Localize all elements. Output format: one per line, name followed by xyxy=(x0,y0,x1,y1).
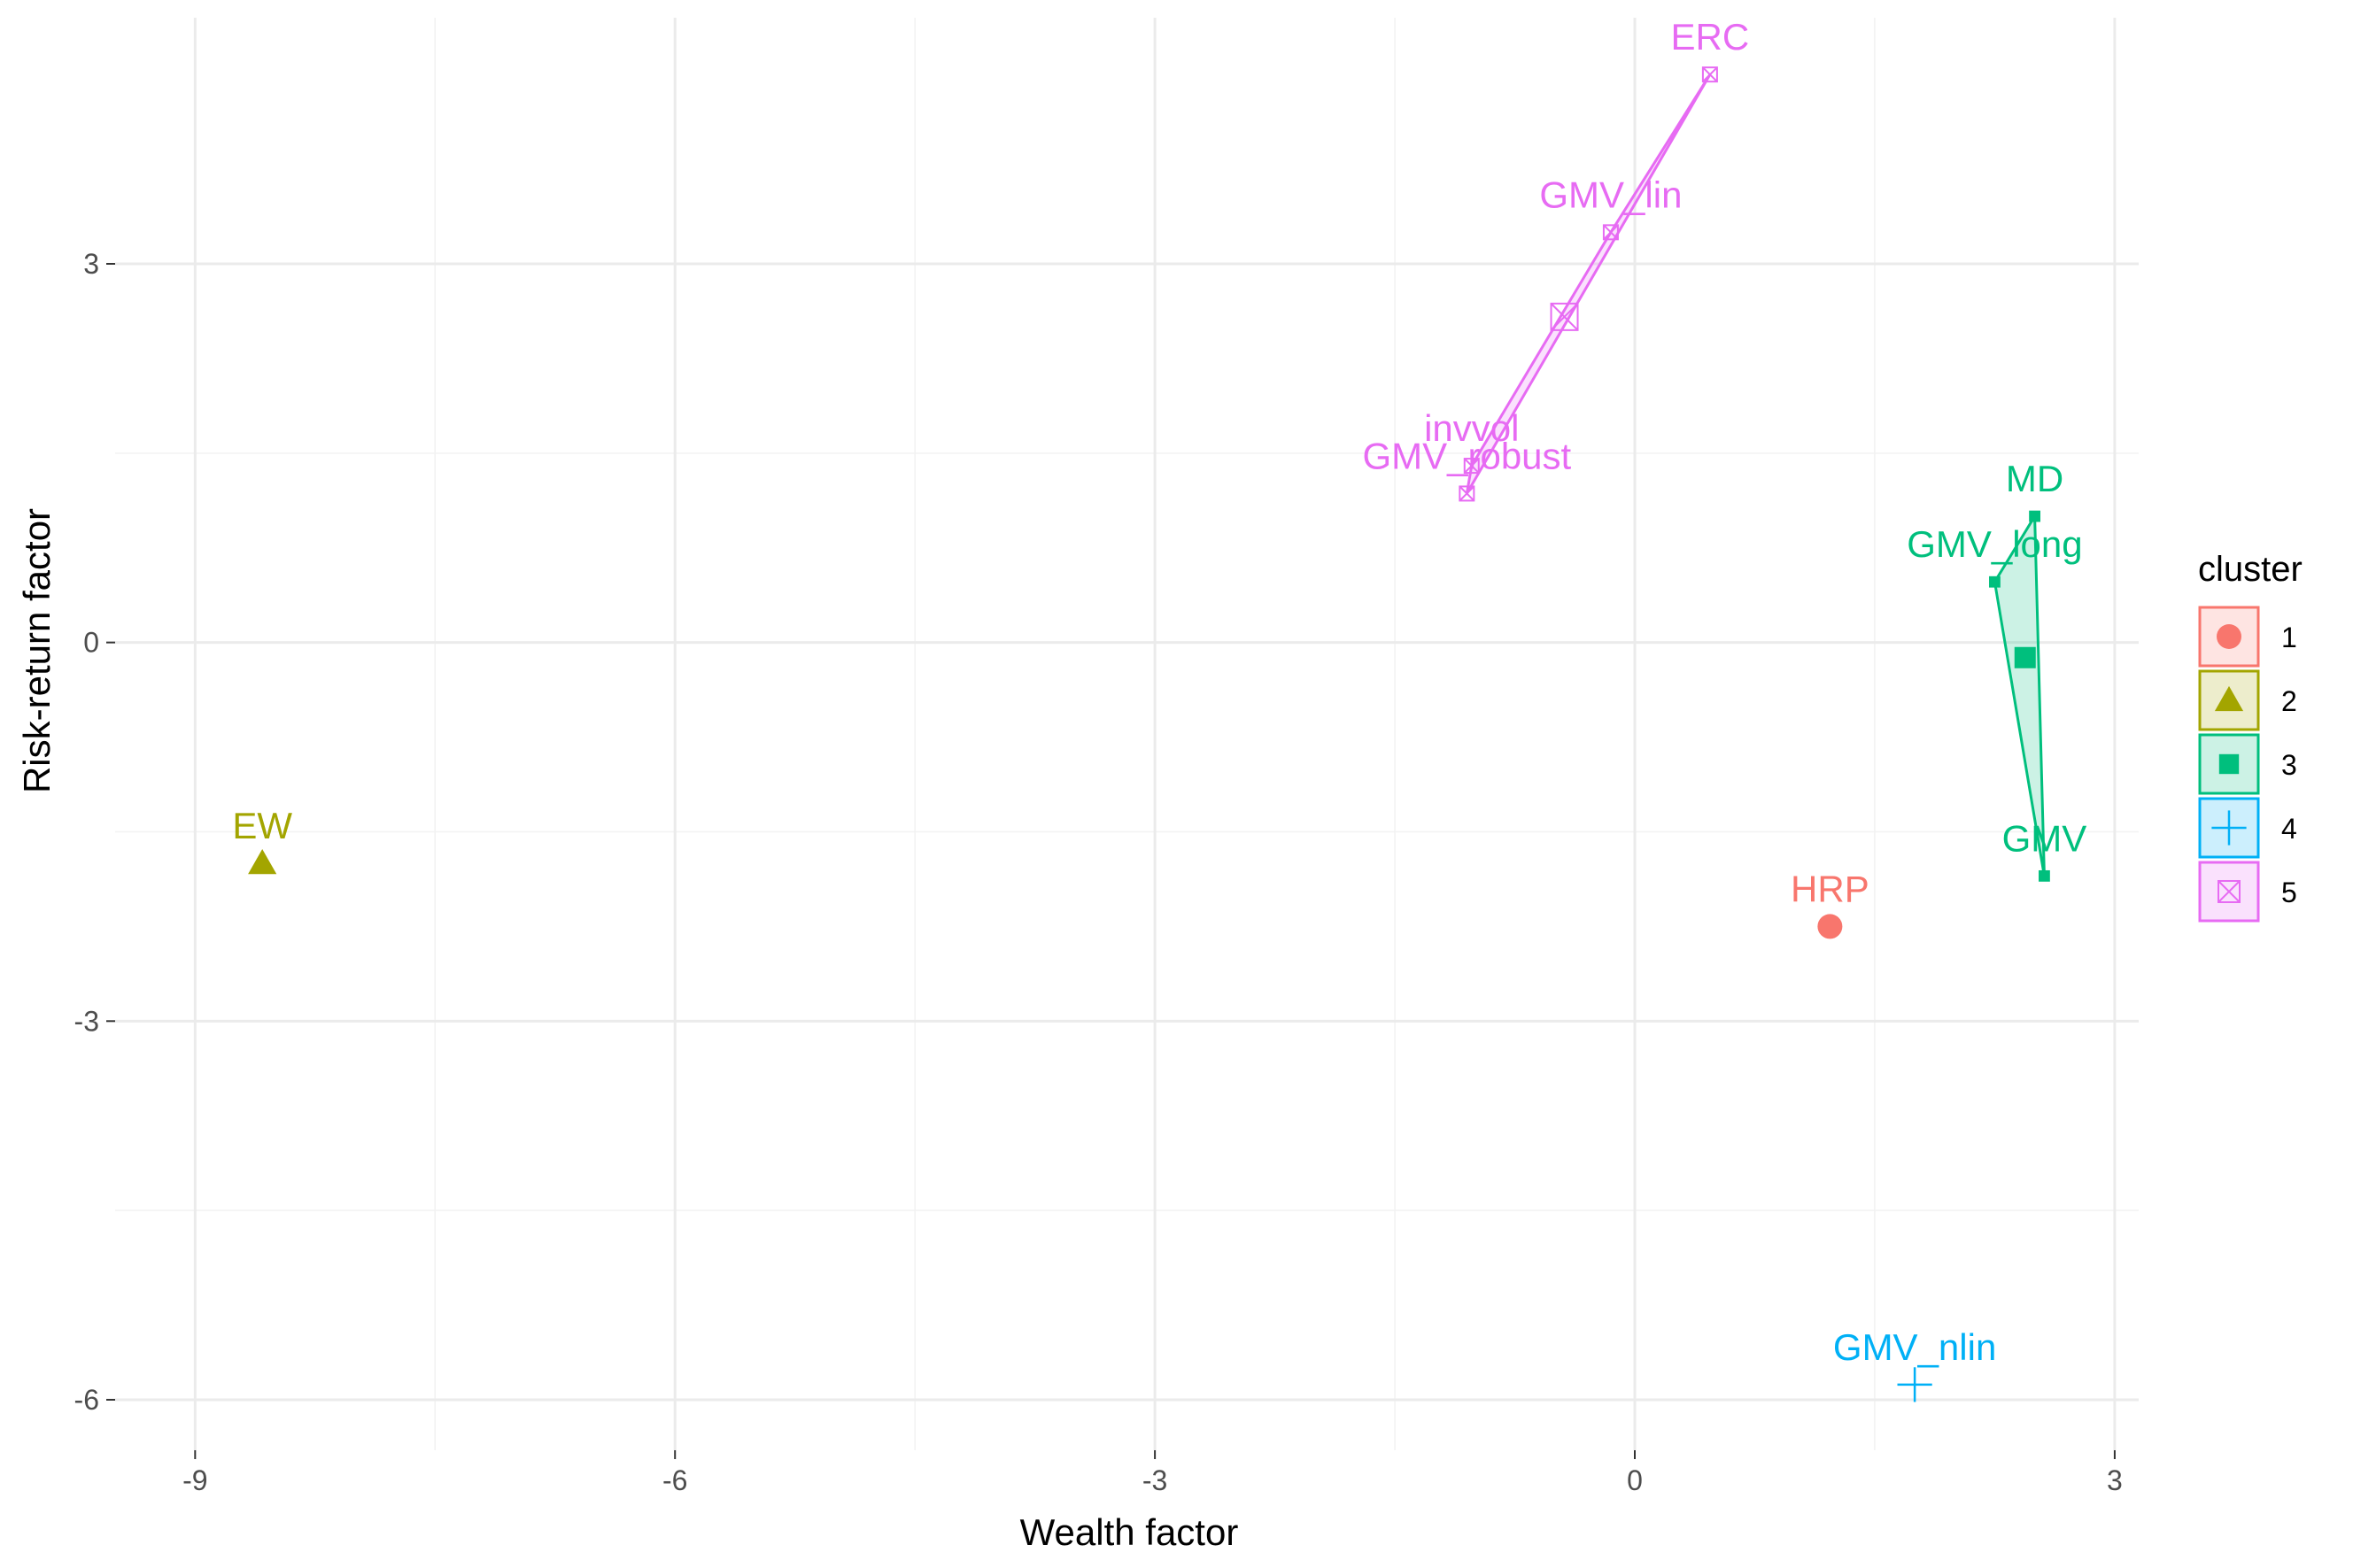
point-label-MD: MD xyxy=(2006,458,2063,499)
y-axis-ticks: -6 -3 0 3 xyxy=(74,248,115,1416)
x-tick-label: 0 xyxy=(1627,1464,1643,1496)
y-tick-label: 0 xyxy=(83,627,99,659)
box-diag-2 xyxy=(1702,66,1718,82)
box-outline xyxy=(2218,880,2241,903)
point-GMV_robust xyxy=(1459,485,1475,502)
x-tick-label: -9 xyxy=(182,1464,207,1496)
point-GMV_nlin xyxy=(1897,1367,1932,1402)
point-label-EW: EW xyxy=(232,805,292,846)
x-tick-label: -3 xyxy=(1142,1464,1167,1496)
point-label-invvol: invvol xyxy=(1424,407,1519,449)
point-MD xyxy=(2029,510,2040,522)
legend-label-4: 4 xyxy=(2281,813,2297,845)
box-outline xyxy=(1459,485,1475,502)
box-outline xyxy=(1550,302,1579,331)
point-GMV_long xyxy=(1989,575,2001,588)
centroid-marker-5 xyxy=(1550,302,1579,331)
point-GMV xyxy=(2039,869,2050,882)
x-axis-ticks: -9 -6 -3 0 3 xyxy=(182,1450,2123,1496)
cluster-hulls xyxy=(1465,73,2046,877)
point-label-ERC: ERC xyxy=(1671,16,1750,58)
legend-label-3: 3 xyxy=(2281,749,2297,781)
legend-title: cluster xyxy=(2198,550,2303,589)
point-EW xyxy=(248,849,277,875)
minor-gridlines xyxy=(115,18,2139,1450)
legend-label-1: 1 xyxy=(2281,622,2297,653)
cluster-hull-3 xyxy=(1993,511,2046,877)
point-HRP xyxy=(1817,914,1843,939)
point-label-HRP: HRP xyxy=(1791,868,1869,909)
x-tick-label: -6 xyxy=(662,1464,687,1496)
x-tick-label: 3 xyxy=(2107,1464,2123,1496)
legend-symbol-2 xyxy=(2214,685,2244,712)
legend-label-2: 2 xyxy=(2281,685,2297,717)
legend-symbol-1 xyxy=(2217,624,2241,649)
legend-symbol-3 xyxy=(2218,753,2240,775)
legend: cluster 1 2 3 4 5 xyxy=(2198,550,2303,923)
y-tick-label: -6 xyxy=(74,1384,99,1416)
box-diag-2 xyxy=(1550,303,1579,331)
point-label-GMV_long: GMV_long xyxy=(1907,523,2082,565)
box-diag-2 xyxy=(1603,224,1619,241)
y-tick-label: 3 xyxy=(83,248,99,280)
point-label-GMV_nlin: GMV_nlin xyxy=(1833,1326,1996,1368)
point-ERC xyxy=(1701,66,1718,83)
x-axis-title: Wealth factor xyxy=(1020,1511,1239,1553)
legend-symbol-4 xyxy=(2211,810,2247,846)
legend-label-5: 5 xyxy=(2281,877,2297,908)
box-diag-2 xyxy=(2218,880,2241,903)
point-label-GMV_lin: GMV_lin xyxy=(1539,174,1682,215)
point-invvol xyxy=(1463,458,1480,475)
point-label-GMV_robust: GMV_robust xyxy=(1362,435,1571,476)
box-diag-2 xyxy=(1464,458,1480,474)
box-outline xyxy=(1463,458,1480,475)
y-axis-title: Risk-return factor xyxy=(16,508,58,793)
data-points xyxy=(248,66,2050,1402)
legend-symbol-5 xyxy=(2218,880,2241,903)
box-diag-2 xyxy=(1459,485,1475,502)
point-GMV_lin xyxy=(1602,224,1619,241)
centroid-marker-3 xyxy=(2014,646,2036,668)
point-label-GMV: GMV xyxy=(2002,817,2087,859)
box-outline xyxy=(1602,224,1619,241)
major-gridlines xyxy=(115,18,2139,1450)
y-tick-label: -3 xyxy=(74,1005,99,1037)
box-outline xyxy=(1701,66,1718,83)
